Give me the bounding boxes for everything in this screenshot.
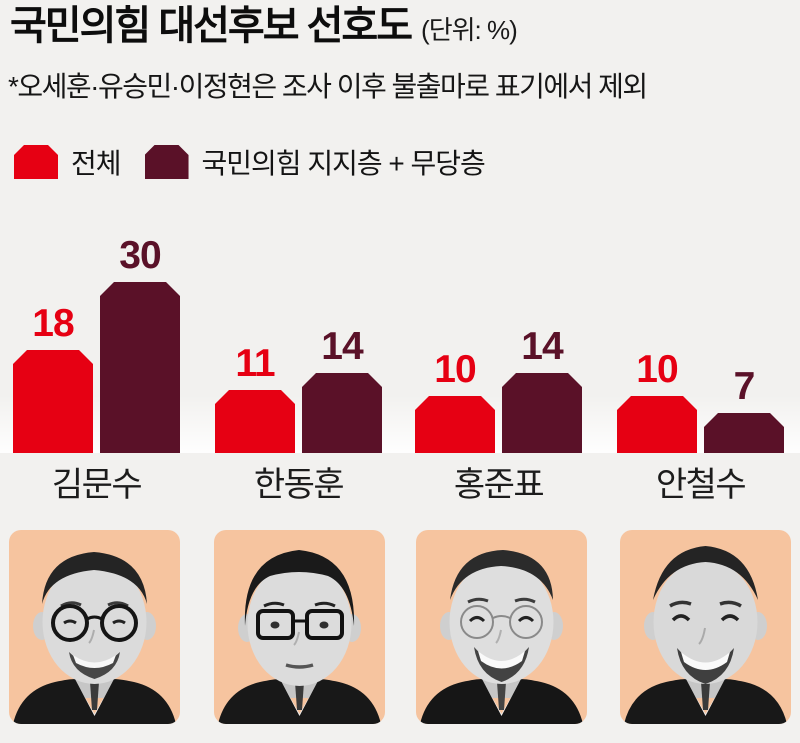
bar-all-ahn-cheol-soo	[617, 396, 697, 453]
bar-column: 10	[415, 350, 495, 453]
portrait-han-dong-hoon-icon	[218, 550, 381, 724]
bar-column: 10	[617, 350, 697, 453]
bar-all-hong-jun-pyo	[415, 396, 495, 453]
legend-swatch-ppp-icon	[145, 145, 189, 179]
bar-group-han-dong-hoon: 11 14	[215, 327, 382, 453]
photo-kim-moon-soo	[9, 530, 180, 724]
category-label-kim-moon-soo: 김문수	[51, 466, 143, 504]
bar-ppp-hong-jun-pyo	[502, 373, 582, 453]
portrait-kim-moon-soo-icon	[13, 552, 176, 724]
portrait-ahn-cheol-soo-icon	[624, 546, 787, 724]
bar-column: 11	[215, 344, 295, 453]
bar-column: 14	[502, 327, 582, 453]
bar-column: 18	[13, 304, 93, 453]
legend: 전체 국민의힘 지지층 + 무당층	[14, 142, 486, 182]
bar-group-hong-jun-pyo: 10 14	[415, 327, 582, 453]
legend-item-ppp-independents: 국민의힘 지지층 + 무당층	[145, 142, 486, 182]
photo-han-dong-hoon	[214, 530, 385, 724]
category-label-han-dong-hoon: 한동훈	[253, 466, 345, 504]
value-label: 10	[434, 348, 476, 391]
footnote: *오세훈·유승민·이정현은 조사 이후 불출마로 표기에서 제외	[8, 71, 648, 102]
bar-column: 30	[100, 236, 180, 453]
bar-group-kim-moon-soo: 18 30	[13, 236, 180, 453]
value-label: 18	[32, 302, 74, 345]
portrait-hong-jun-pyo-icon	[420, 550, 583, 724]
legend-item-all: 전체	[14, 142, 122, 182]
bar-column: 14	[302, 327, 382, 453]
bar-ppp-ahn-cheol-soo	[704, 413, 784, 453]
bar-chart: 18 30 11 14 10 14	[0, 230, 800, 453]
category-label-hong-jun-pyo: 홍준표	[453, 466, 545, 504]
bar-column: 7	[704, 367, 784, 453]
category-label-ahn-cheol-soo: 안철수	[655, 466, 747, 504]
value-label: 30	[119, 234, 161, 277]
value-label: 11	[235, 342, 275, 385]
photo-hong-jun-pyo	[416, 530, 587, 724]
value-label: 14	[321, 325, 363, 368]
bar-all-han-dong-hoon	[215, 390, 295, 453]
legend-swatch-all-icon	[14, 145, 58, 179]
bar-ppp-han-dong-hoon	[302, 373, 382, 453]
legend-label: 국민의힘 지지층 + 무당층	[201, 148, 486, 179]
value-label: 7	[733, 365, 756, 408]
photo-ahn-cheol-soo	[620, 530, 791, 724]
value-label: 10	[636, 348, 678, 391]
bar-all-kim-moon-soo	[13, 350, 93, 453]
value-label: 14	[521, 325, 563, 368]
unit-label: (단위: %)	[421, 15, 518, 45]
bar-ppp-kim-moon-soo	[100, 282, 180, 453]
header: 국민의힘 대선후보 선호도 (단위: %)	[10, 2, 518, 50]
bar-group-ahn-cheol-soo: 10 7	[617, 350, 784, 453]
page-title: 국민의힘 대선후보 선호도	[10, 4, 413, 48]
legend-label: 전체	[71, 148, 122, 179]
